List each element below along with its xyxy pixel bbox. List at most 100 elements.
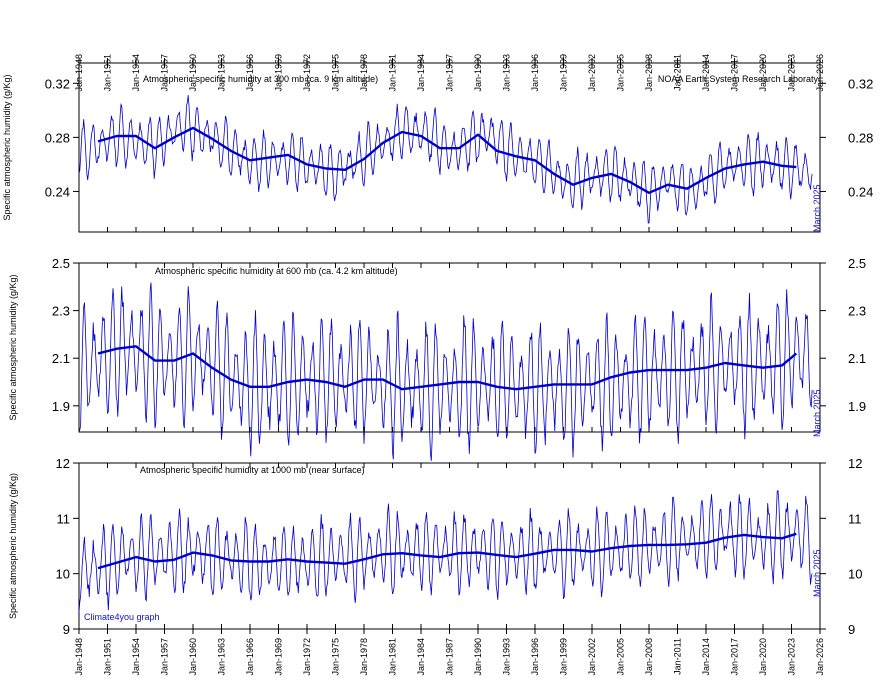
y-tick-label-left: 0.24 (45, 184, 70, 199)
x-tick-label-top: Jan-1984 (416, 54, 426, 92)
y-tick-label-left: 12 (56, 456, 70, 471)
panel-2: 1.9 1.9 2.1 2.1 2.3 2.3 2.5 2.5 Specific atmosph… (8, 256, 866, 461)
y-tick-label-left: 2.5 (52, 256, 70, 271)
panel-title: Atmospheric specific humidity at 1000 mb… (140, 465, 365, 475)
y-tick-label-left: 2.3 (52, 304, 70, 319)
x-tick-label-top: Jan-1999 (559, 54, 569, 92)
smoothed-series (97, 532, 797, 570)
x-tick-label-top: Jan-2011 (673, 54, 683, 91)
panel-1: 0.24 0.24 0.28 0.28 0.32 0.32 Specific atmosph… (2, 62, 873, 233)
y-axis-title: Specific atmospheric humidity (g/Kg) (8, 473, 18, 619)
x-tick-label-bottom: Jan-2005 (616, 638, 626, 676)
x-tick-label-top: Jan-1969 (274, 54, 284, 92)
x-tick-label-top: Jan-2014 (701, 54, 711, 92)
x-tick-label-top: Jan-1990 (473, 54, 483, 92)
x-tick-label-bottom: Jan-2002 (587, 638, 597, 676)
y-tick-label-right: 2.5 (848, 256, 866, 271)
x-tick-label-top: Jan-2023 (787, 54, 797, 92)
y-tick-label-left: 9 (63, 622, 70, 637)
x-tick-label-bottom: Jan-1975 (331, 638, 341, 676)
monthly-series (78, 489, 813, 613)
x-tick-label-bottom: Jan-2011 (673, 638, 683, 675)
x-tick-label-top: Jan-1981 (388, 54, 398, 92)
x-axis-bottom: Jan-1948 Jan-1951 Jan-1954 Jan-1957 Jan-1960… (74, 629, 825, 676)
smoothed-series (97, 126, 797, 194)
x-tick-label-top: Jan-1951 (103, 54, 113, 92)
x-tick-label-bottom: Jan-1972 (302, 638, 312, 676)
y-tick-label-right: 12 (848, 456, 862, 471)
x-tick-label-top: Jan-1987 (445, 54, 455, 92)
y-tick-label-left: 10 (56, 567, 70, 582)
end-date-label: March 2025 (812, 389, 822, 437)
smoothed-series (97, 345, 798, 391)
x-tick-label-top: Jan-2005 (616, 54, 626, 92)
x-tick-label-bottom: Jan-2014 (701, 638, 711, 676)
x-tick-label-top: Jan-1993 (502, 54, 512, 92)
x-tick-label-top: Jan-1978 (359, 54, 369, 92)
x-tick-label-top: Jan-1960 (188, 54, 198, 92)
x-tick-label-top: Jan-1966 (245, 54, 255, 92)
y-tick-label-right: 2.1 (848, 351, 866, 366)
y-tick-label-left: 2.1 (52, 351, 70, 366)
plot-frame (78, 262, 821, 433)
x-tick-label-top: Jan-1948 (74, 54, 84, 92)
x-tick-label-bottom: Jan-2023 (787, 638, 797, 676)
x-tick-label-top: Jan-2020 (758, 54, 768, 92)
y-axis-title: Specific atmospheric humidity (g/Kg) (8, 274, 18, 420)
source-label: NOAA Earth System Research Laboraty (658, 74, 819, 84)
panel-3: 9 9 10 10 11 11 12 12 Specific atmospheric humid… (8, 456, 862, 637)
x-tick-label-bottom: Jan-1999 (559, 638, 569, 676)
x-tick-label-bottom: Jan-1948 (74, 638, 84, 676)
y-tick-label-right: 0.24 (848, 184, 873, 199)
x-tick-label-bottom: Jan-2008 (644, 638, 654, 676)
monthly-series (78, 282, 813, 461)
monthly-series (78, 95, 813, 224)
x-tick-label-top: Jan-2026 (815, 54, 825, 92)
y-tick-label-right: 2.3 (848, 304, 866, 319)
x-tick-label-bottom: Jan-1996 (530, 638, 540, 676)
panel-title: Atmospheric specific humidity at 300 mb … (143, 74, 378, 84)
credit-label: Climate4you graph (84, 612, 160, 622)
x-tick-label-bottom: Jan-2026 (815, 638, 825, 676)
x-tick-label-top: Jan-1975 (331, 54, 341, 92)
x-tick-label-bottom: Jan-2017 (730, 638, 740, 676)
y-tick-label-left: 0.28 (45, 130, 70, 145)
x-tick-label-bottom: Jan-1957 (160, 638, 170, 676)
x-tick-label-top: Jan-1963 (217, 54, 227, 92)
x-axis-top: Jan-1948 Jan-1951 Jan-1954 Jan-1957 Jan-1960… (74, 54, 825, 92)
y-tick-label-right: 1.9 (848, 399, 866, 414)
x-tick-label-top: Jan-1996 (530, 54, 540, 92)
x-tick-label-bottom: Jan-1963 (217, 638, 227, 676)
x-tick-label-top: Jan-2002 (587, 54, 597, 92)
end-date-label: March 2025 (812, 549, 822, 597)
x-tick-label-bottom: Jan-1966 (245, 638, 255, 676)
end-date-label: March 2025 (812, 184, 822, 232)
x-tick-label-bottom: Jan-1993 (502, 638, 512, 676)
x-tick-label-bottom: Jan-1987 (445, 638, 455, 676)
x-tick-label-bottom: Jan-1960 (188, 638, 198, 676)
x-tick-label-bottom: Jan-1969 (274, 638, 284, 676)
x-tick-label-top: Jan-1972 (302, 54, 312, 92)
panel-title: Atmospheric specific humidity at 600 mb … (155, 266, 398, 276)
y-tick-label-right: 0.28 (848, 130, 873, 145)
x-tick-label-top: Jan-2017 (730, 54, 740, 92)
x-tick-label-bottom: Jan-1954 (131, 638, 141, 676)
x-tick-label-top: Jan-2008 (644, 54, 654, 92)
x-tick-label-bottom: Jan-1978 (359, 638, 369, 676)
y-tick-label-left: 1.9 (52, 399, 70, 414)
x-tick-label-bottom: Jan-1984 (416, 638, 426, 676)
x-tick-label-top: Jan-1954 (131, 54, 141, 92)
x-tick-label-bottom: Jan-1990 (473, 638, 483, 676)
y-tick-label-right: 11 (848, 511, 862, 526)
y-tick-label-left: 0.32 (45, 76, 70, 91)
y-axis-title: Specific atmospheric humidity (g/Kg) (2, 74, 12, 220)
x-tick-label-bottom: Jan-2020 (758, 638, 768, 676)
x-tick-label-bottom: Jan-1951 (103, 638, 113, 676)
y-tick-label-right: 9 (848, 622, 855, 637)
x-tick-label-top: Jan-1957 (160, 54, 170, 92)
y-tick-label-left: 11 (57, 511, 71, 526)
y-tick-label-right: 0.32 (848, 76, 873, 91)
y-tick-label-right: 10 (848, 567, 862, 582)
x-tick-label-bottom: Jan-1981 (388, 638, 398, 676)
